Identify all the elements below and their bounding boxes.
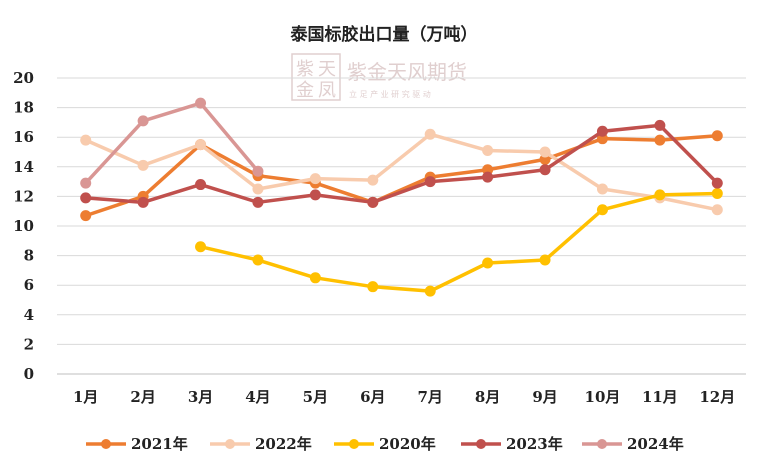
legend-label: 2021年	[131, 435, 188, 453]
y-tick-label: 18	[13, 99, 34, 117]
watermark-logo-box	[291, 53, 341, 101]
series-2024年	[80, 97, 264, 189]
legend-label: 2022年	[255, 435, 312, 453]
data-point	[137, 115, 149, 127]
chart-title: 泰国标胶出口量（万吨）	[291, 24, 478, 45]
y-tick-label: 14	[13, 158, 34, 176]
y-tick-label: 2	[24, 335, 34, 353]
watermark-logo-char-4: 凤	[318, 80, 336, 101]
data-point	[654, 189, 666, 201]
data-point	[80, 192, 92, 204]
data-point	[539, 146, 551, 158]
data-point	[424, 176, 436, 188]
y-tick-label: 0	[24, 365, 34, 383]
y-axis: 0 2 4 6 8 10 12 14 16 18 20	[13, 69, 34, 383]
legend-label: 2023年	[506, 435, 563, 453]
data-point	[195, 179, 207, 191]
data-point	[482, 171, 494, 183]
y-tick-label: 12	[13, 187, 34, 205]
watermark: 紫 天 金 凤 紫金天风期货 立 足 产 业 研 究 驱 动	[291, 53, 467, 101]
data-point	[596, 204, 608, 216]
y-tick-label: 16	[13, 128, 34, 146]
data-point	[424, 285, 436, 297]
x-tick-label: 1月	[73, 388, 98, 406]
series-line	[83, 123, 720, 205]
data-point	[654, 119, 666, 131]
data-point	[596, 125, 608, 137]
watermark-logo-char-1: 紫	[296, 59, 314, 80]
y-tick-label: 6	[24, 276, 34, 294]
watermark-name: 紫金天风期货	[347, 60, 467, 84]
legend-swatch-marker	[597, 439, 607, 449]
x-tick-label: 10月	[585, 388, 621, 406]
data-point	[195, 97, 207, 109]
data-point	[711, 130, 723, 142]
data-point	[80, 134, 92, 146]
data-point	[309, 272, 321, 284]
legend-label: 2020年	[379, 435, 436, 453]
legend-label: 2024年	[627, 435, 684, 453]
data-point	[195, 139, 207, 151]
x-axis: 1月 2月 3月 4月 5月 6月 7月 8月 9月 10月 11月 12月	[73, 388, 735, 406]
legend-swatch-marker	[101, 439, 111, 449]
y-tick-label: 4	[24, 306, 34, 324]
x-tick-label: 9月	[532, 388, 557, 406]
data-point	[711, 187, 723, 199]
series-line	[198, 191, 720, 293]
x-tick-label: 6月	[360, 388, 385, 406]
series-2020年	[195, 187, 723, 297]
x-tick-label: 11月	[642, 388, 678, 406]
data-point	[482, 257, 494, 269]
data-point	[539, 164, 551, 176]
series-2023年	[80, 119, 723, 208]
data-point	[309, 189, 321, 201]
legend-swatch-marker	[225, 439, 235, 449]
legend-swatch-marker	[349, 439, 359, 449]
x-tick-label: 7月	[417, 388, 442, 406]
data-point	[80, 177, 92, 189]
data-point	[482, 145, 494, 157]
data-point	[252, 196, 264, 208]
data-point	[80, 210, 92, 222]
x-tick-label: 12月	[699, 388, 735, 406]
data-point	[137, 159, 149, 171]
data-point	[252, 254, 264, 266]
data-point	[309, 173, 321, 185]
x-tick-label: 5月	[303, 388, 328, 406]
data-point	[367, 174, 379, 186]
data-point	[367, 281, 379, 293]
x-tick-label: 2月	[130, 388, 155, 406]
series-2021年	[80, 130, 723, 222]
data-point	[424, 128, 436, 140]
data-point	[711, 177, 723, 189]
data-point	[367, 196, 379, 208]
data-point	[252, 183, 264, 195]
data-point	[539, 254, 551, 266]
data-point	[711, 204, 723, 216]
gridlines	[57, 77, 746, 375]
data-point	[252, 165, 264, 177]
legend-swatch-marker	[476, 439, 486, 449]
legend: 2021年 2022年 2020年 2023年 2024年	[86, 435, 684, 453]
x-tick-label: 4月	[245, 388, 270, 406]
series-line	[83, 101, 260, 185]
watermark-slogan: 立 足 产 业 研 究 驱 动	[349, 89, 431, 99]
x-tick-label: 3月	[188, 388, 213, 406]
data-point	[137, 196, 149, 208]
y-tick-label: 20	[13, 69, 34, 87]
y-tick-label: 10	[13, 217, 34, 235]
series-line	[83, 133, 720, 218]
watermark-logo-char-3: 金	[296, 80, 314, 101]
series-line	[83, 132, 720, 212]
y-tick-label: 8	[24, 247, 34, 265]
data-point	[596, 183, 608, 195]
series	[80, 97, 723, 297]
watermark-logo-char-2: 天	[318, 59, 336, 80]
x-tick-label: 8月	[475, 388, 500, 406]
data-point	[654, 134, 666, 146]
data-point	[195, 241, 207, 253]
